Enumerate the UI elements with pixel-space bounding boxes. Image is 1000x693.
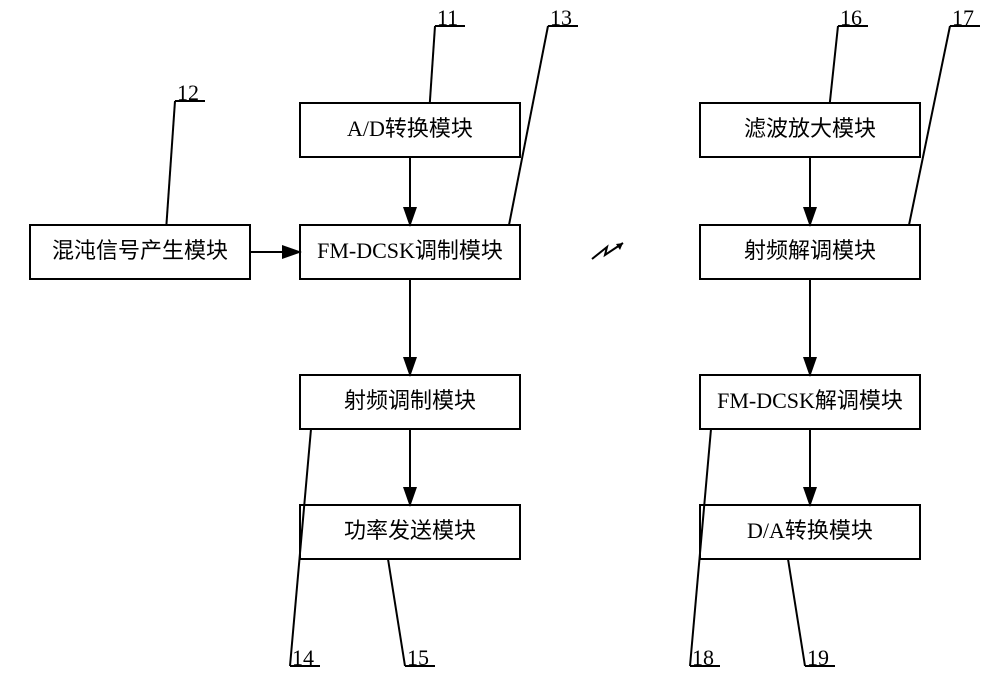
node-n11: A/D转换模块 <box>300 103 520 157</box>
node-label-n17: 射频解调模块 <box>744 238 876 263</box>
node-n12: 混沌信号产生模块 <box>30 225 250 279</box>
leader-line-n12 <box>166 101 175 225</box>
node-n17: 射频解调模块 <box>700 225 920 279</box>
node-n16: 滤波放大模块 <box>700 103 920 157</box>
node-n15: 功率发送模块 <box>300 505 520 559</box>
node-label-n12: 混沌信号产生模块 <box>52 238 228 263</box>
node-label-n16: 滤波放大模块 <box>744 116 876 141</box>
node-n19: D/A转换模块 <box>700 505 920 559</box>
node-label-n15: 功率发送模块 <box>344 518 476 543</box>
node-label-n13: FM-DCSK调制模块 <box>317 238 503 263</box>
node-n13: FM-DCSK调制模块 <box>300 225 520 279</box>
leader-line-n19 <box>788 559 805 666</box>
diagram-canvas: 混沌信号产生模块 A/D转换模块 FM-DCSK调制模块射频调制模块功率发送模块 滤波… <box>0 0 1000 693</box>
node-label-n14: 射频调制模块 <box>344 388 476 413</box>
leader-line-n15 <box>388 559 405 666</box>
leader-line-n16 <box>830 26 838 103</box>
node-n18: FM-DCSK解调模块 <box>700 375 920 429</box>
node-label-n18: FM-DCSK解调模块 <box>717 388 903 413</box>
leader-line-n11 <box>430 26 435 103</box>
node-n14: 射频调制模块 <box>300 375 520 429</box>
node-label-n19: D/A转换模块 <box>747 518 873 543</box>
node-label-n11: A/D转换模块 <box>347 116 473 141</box>
